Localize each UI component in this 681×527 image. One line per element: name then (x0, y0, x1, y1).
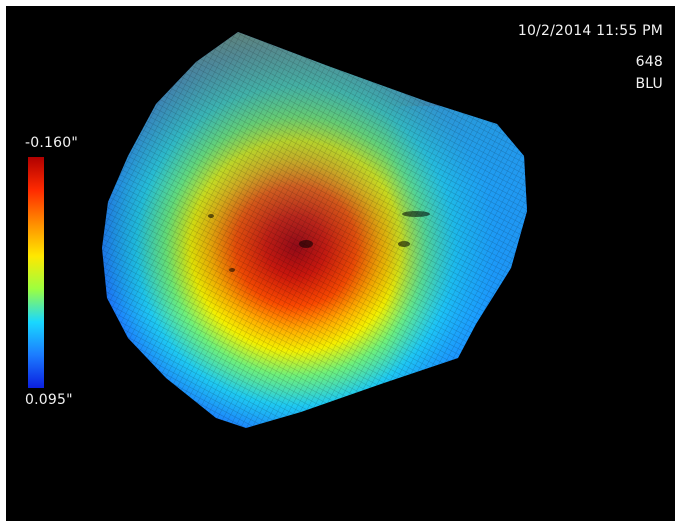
legend-min-label: 0.095" (25, 392, 73, 408)
legend-max-label: -0.160" (25, 135, 78, 151)
timestamp: 10/2/2014 11:55 PM (517, 23, 663, 39)
scan-surface (102, 32, 527, 428)
color-scale-bar (28, 157, 44, 388)
probe-id: 648 (635, 54, 663, 70)
depth-scan-image (102, 32, 527, 428)
scan-display: 10/2/2014 11:55 PM 648 BLU -0.160" 0.095… (6, 6, 675, 521)
probe-label: BLU (635, 76, 663, 92)
